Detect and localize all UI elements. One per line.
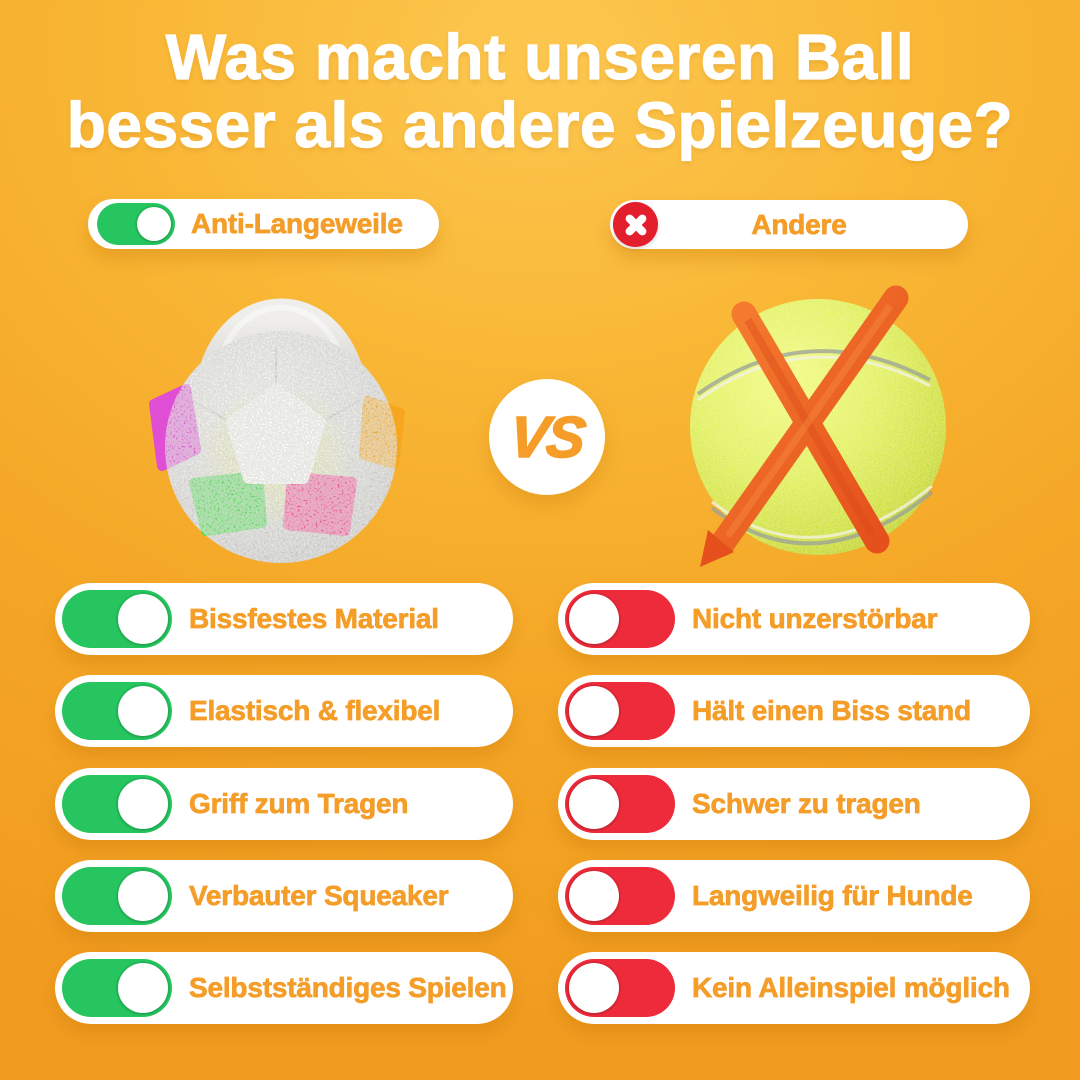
feature-row-left-5: Selbstständiges Spielen — [55, 952, 513, 1024]
toggle-knob — [118, 594, 168, 644]
feature-label: Nicht unzerstörbar — [692, 603, 938, 635]
feature-toggle-off[interactable] — [565, 867, 675, 925]
ours-header-pill: Anti-Langeweile — [88, 199, 439, 249]
ours-header-label: Anti-Langeweile — [191, 208, 404, 240]
feature-toggle-off[interactable] — [565, 959, 675, 1017]
feature-label: Kein Alleinspiel möglich — [692, 972, 1011, 1004]
cross-mark — [700, 285, 909, 567]
feature-label: Verbauter Squeaker — [189, 880, 449, 912]
page-title: Was macht unseren Ball besser als andere… — [0, 21, 1080, 161]
toggle-knob — [569, 779, 619, 829]
x-circle-icon — [613, 202, 658, 247]
others-header-label: Andere — [751, 208, 847, 240]
feature-toggle-on[interactable] — [62, 590, 172, 648]
toggle-knob — [118, 686, 168, 736]
vs-badge: VS — [489, 379, 605, 495]
our-ball-image — [146, 284, 416, 564]
toggle-knob — [118, 871, 168, 921]
feature-toggle-on[interactable] — [62, 682, 172, 740]
feature-toggle-off[interactable] — [565, 590, 675, 648]
feature-label: Langweilig für Hunde — [692, 880, 974, 912]
feature-label: Hält einen Biss stand — [692, 695, 972, 727]
tennis-ball-image — [668, 280, 968, 580]
others-header-pill: Andere — [610, 200, 968, 249]
feature-row-right-4: Langweilig für Hunde — [558, 860, 1030, 932]
feature-toggle-on[interactable] — [62, 775, 172, 833]
page-title-line1: Was macht unseren Ball — [165, 21, 915, 93]
feature-row-right-2: Hält einen Biss stand — [558, 675, 1030, 747]
glitter-dark — [165, 331, 397, 563]
toggle-knob — [569, 686, 619, 736]
toggle-knob — [118, 779, 168, 829]
feature-row-right-3: Schwer zu tragen — [558, 768, 1030, 840]
feature-row-right-5: Kein Alleinspiel möglich — [558, 952, 1030, 1024]
toggle-knob — [569, 594, 619, 644]
feature-row-left-1: Bissfestes Material — [55, 583, 513, 655]
feature-toggle-on[interactable] — [62, 959, 172, 1017]
feature-row-left-3: Griff zum Tragen — [55, 768, 513, 840]
vs-label: VS — [506, 404, 588, 471]
tennis-ball-svg — [690, 285, 946, 567]
feature-label: Elastisch & flexibel — [189, 695, 441, 727]
toggle-knob — [569, 871, 619, 921]
glitter-ball-svg — [149, 298, 405, 563]
feature-row-left-4: Verbauter Squeaker — [55, 860, 513, 932]
page-title-line2: besser als andere Spielzeuge? — [66, 88, 1014, 161]
feature-toggle-on[interactable] — [62, 867, 172, 925]
feature-label: Selbstständiges Spielen — [189, 972, 507, 1004]
toggle-knob — [137, 207, 171, 241]
feature-label: Griff zum Tragen — [189, 788, 409, 820]
anti-langeweile-toggle[interactable] — [97, 203, 175, 245]
toggle-knob — [118, 963, 168, 1013]
feature-toggle-off[interactable] — [565, 775, 675, 833]
feature-toggle-off[interactable] — [565, 682, 675, 740]
feature-label: Schwer zu tragen — [692, 788, 922, 820]
feature-row-right-1: Nicht unzerstörbar — [558, 583, 1030, 655]
feature-row-left-2: Elastisch & flexibel — [55, 675, 513, 747]
feature-label: Bissfestes Material — [189, 603, 440, 635]
toggle-knob — [569, 963, 619, 1013]
